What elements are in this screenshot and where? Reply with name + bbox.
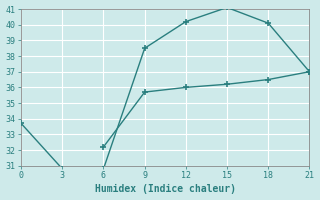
X-axis label: Humidex (Indice chaleur): Humidex (Indice chaleur) <box>95 184 236 194</box>
